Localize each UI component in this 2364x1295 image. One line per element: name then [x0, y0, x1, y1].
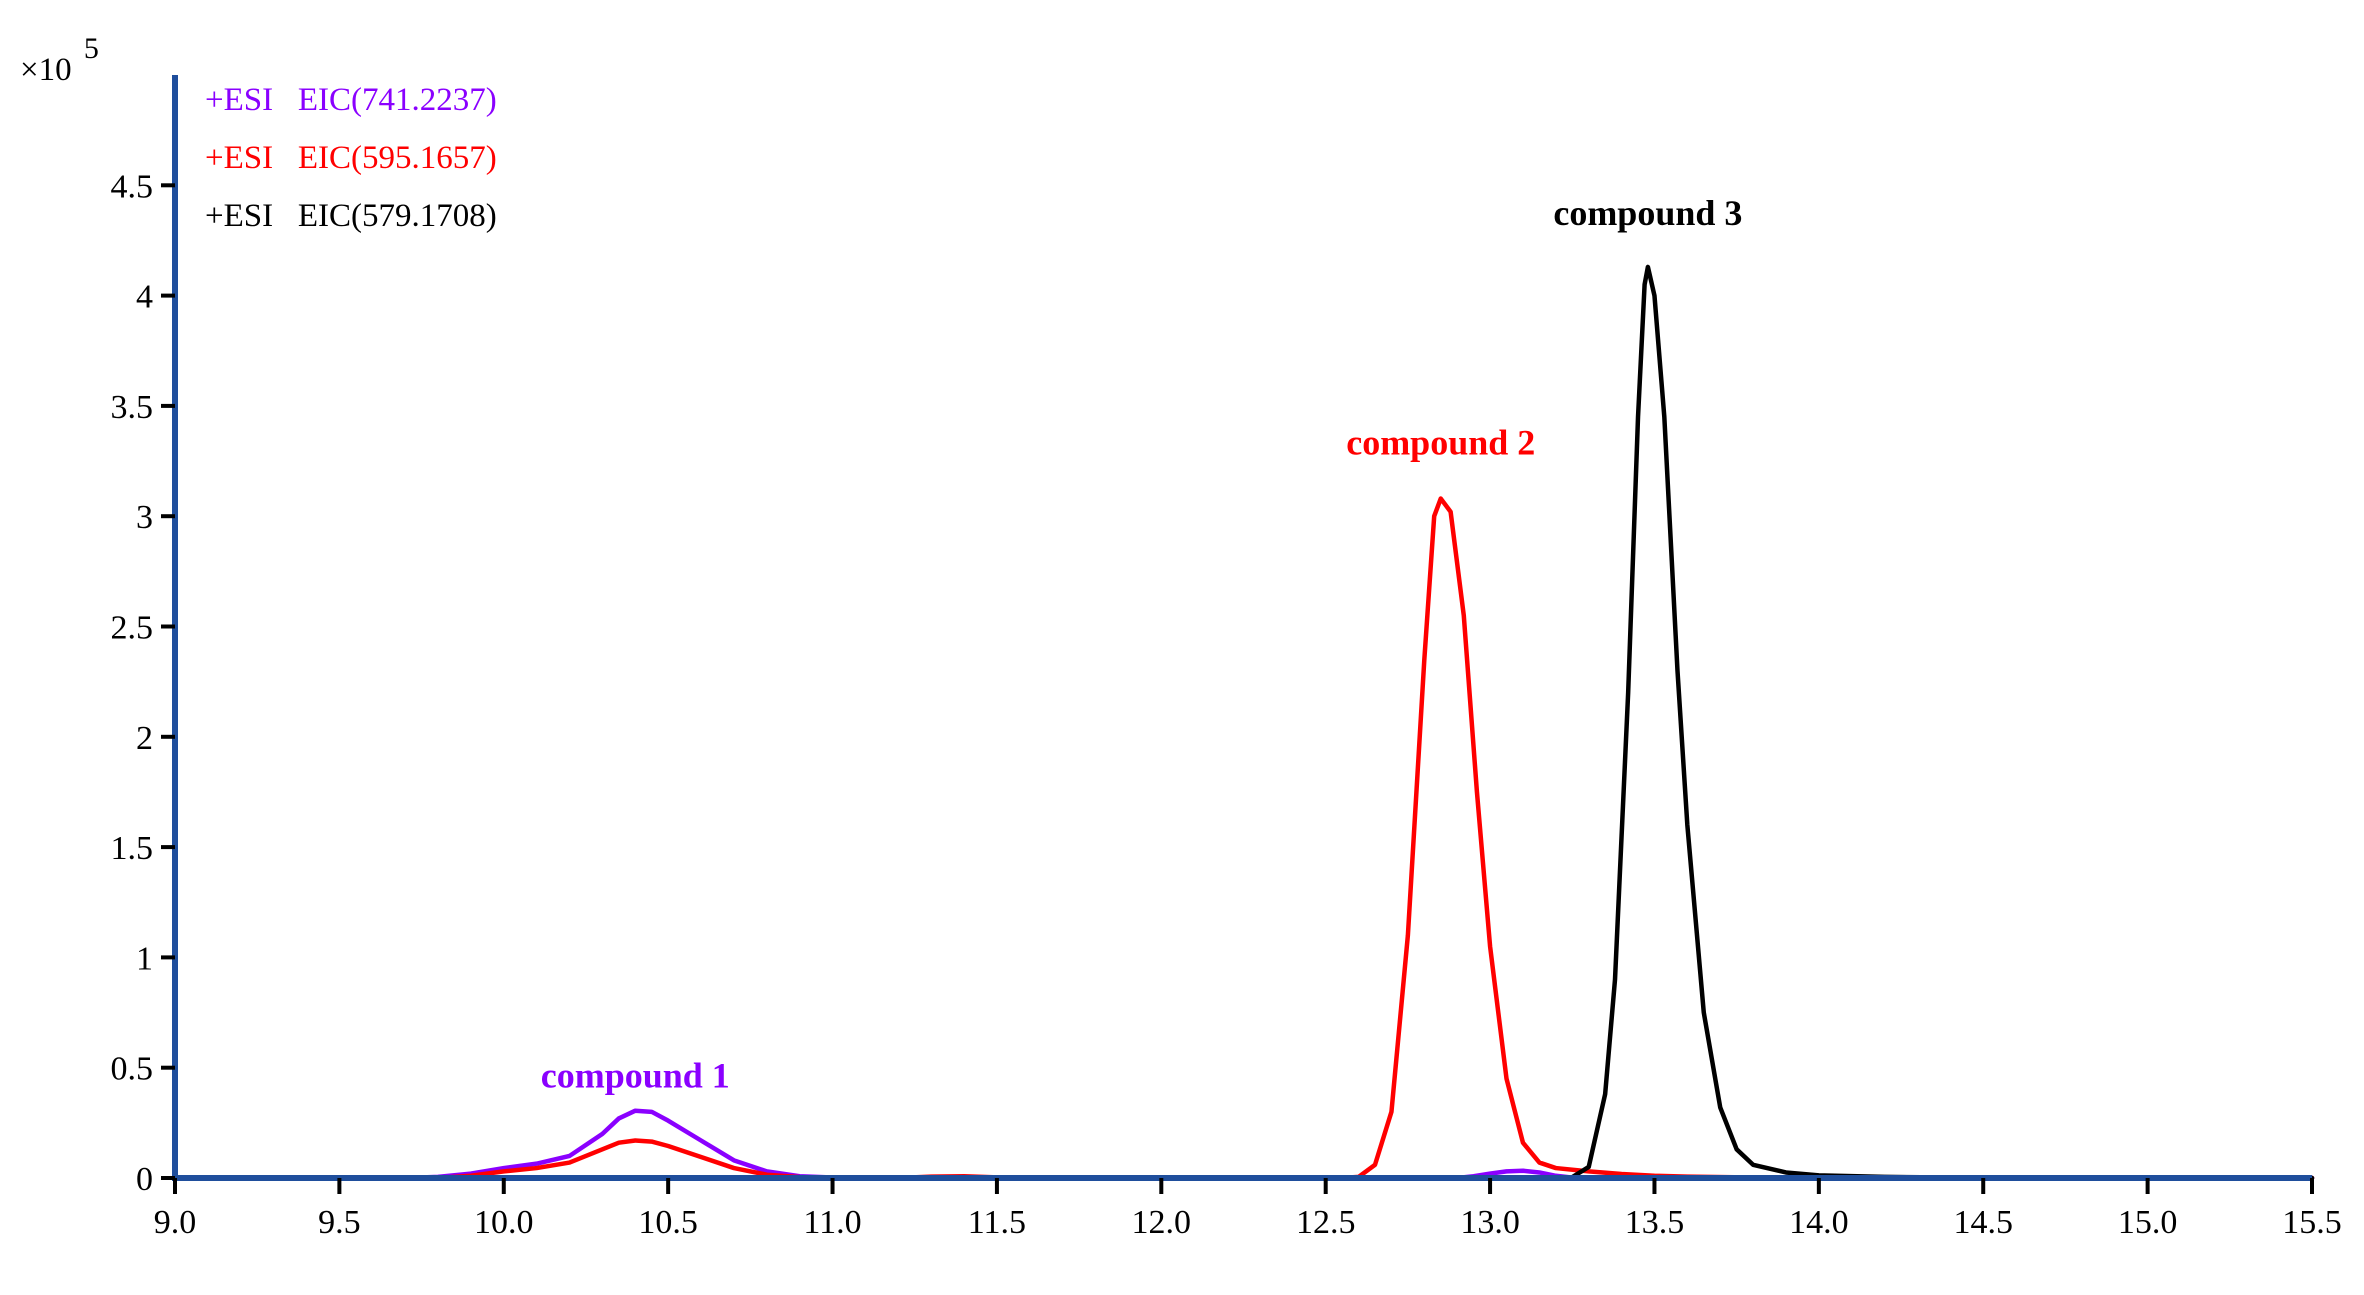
y-tick-label: 0.5	[111, 1051, 154, 1088]
peak-annotation-1: compound 1	[541, 1056, 730, 1096]
y-tick-label: 3	[136, 499, 153, 536]
x-tick-label: 9.5	[318, 1204, 361, 1241]
y-tick-label: 3.5	[111, 389, 154, 426]
x-tick-label: 13.0	[1460, 1204, 1520, 1241]
x-tick-label: 15.0	[2118, 1204, 2178, 1241]
legend-entry-2: +ESI EIC(595.1657)	[205, 140, 497, 176]
x-tick-label: 10.5	[638, 1204, 698, 1241]
x-tick-label: 12.0	[1132, 1204, 1192, 1241]
y-tick-label: 0	[136, 1161, 153, 1198]
x-tick-label: 14.5	[1953, 1204, 2013, 1241]
y-tick-label: 2.5	[111, 610, 154, 647]
x-tick-label: 14.0	[1789, 1204, 1849, 1241]
y-tick-label: 4	[136, 279, 153, 316]
y-ticks: 0 0.5 1 1.5 2 2.5 3 3.5 4 4.5	[111, 168, 175, 1198]
x-tick-label: 11.0	[803, 1204, 861, 1241]
annotations: compound 1 compound 2 compound 3	[541, 193, 1743, 1096]
y-tick-label: 2	[136, 720, 153, 757]
y-multiplier-exponent: 5	[84, 32, 99, 65]
y-tick-label: 1.5	[111, 830, 154, 867]
legend-entry-1: +ESI EIC(741.2237)	[205, 82, 497, 118]
series-line-3	[172, 264, 2315, 1181]
x-tick-label: 13.5	[1625, 1204, 1685, 1241]
x-tick-label: 9.0	[154, 1204, 197, 1241]
peak-annotation-2: compound 2	[1346, 422, 1535, 462]
x-tick-label: 11.5	[968, 1204, 1026, 1241]
y-tick-label: 1	[136, 940, 153, 977]
y-axis-multiplier: ×10 5	[20, 32, 99, 88]
x-tick-label: 15.5	[2282, 1204, 2342, 1241]
legend-entry-3: +ESI EIC(579.1708)	[205, 198, 497, 234]
y-multiplier-base: ×10	[20, 52, 72, 88]
x-ticks: 9.0 9.5 10.0 10.5 11.0 11.5 12.0 12.5 13.0 13.5 14…	[154, 1178, 2342, 1241]
x-tick-label: 10.0	[474, 1204, 534, 1241]
y-tick-label: 4.5	[111, 168, 154, 205]
legend: +ESI EIC(741.2237) +ESI EIC(595.1657) +ESI…	[205, 82, 497, 234]
peak-annotation-3: compound 3	[1553, 193, 1742, 233]
x-tick-label: 12.5	[1296, 1204, 1356, 1241]
